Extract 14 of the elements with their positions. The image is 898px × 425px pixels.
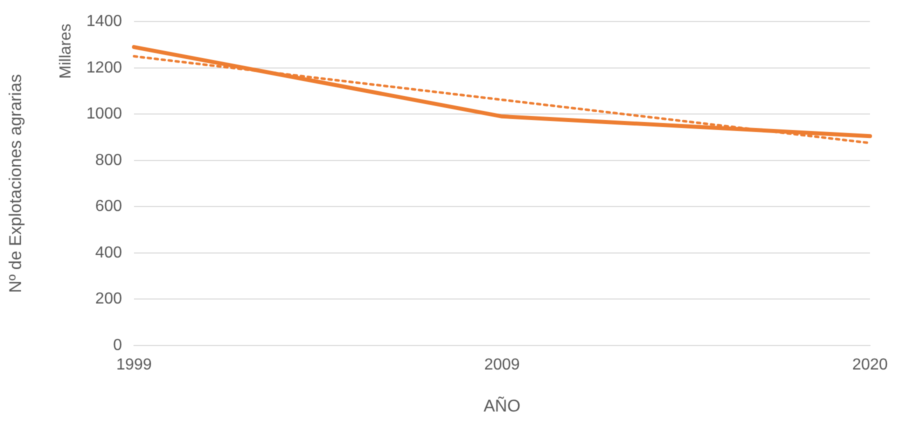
- y-tick-label: 400: [95, 244, 122, 262]
- y-tick-label: 1400: [86, 13, 122, 30]
- y-tick-label: 1000: [86, 106, 122, 123]
- y-axis-title: Nº de Explotaciones agrarias: [6, 74, 25, 293]
- x-tick-label: 2009: [484, 356, 520, 374]
- y-tick-label: 0: [113, 336, 122, 354]
- x-tick-label: 1999: [116, 356, 152, 374]
- y-tick-label: 600: [95, 198, 122, 216]
- x-axis-title: AÑO: [484, 396, 520, 416]
- x-tick-label: 2020: [852, 356, 888, 374]
- y-tick-label: 1200: [86, 59, 122, 76]
- y-tick-label: 200: [95, 290, 122, 308]
- y-tick-label: 800: [95, 152, 122, 169]
- text: Millares: [57, 24, 74, 79]
